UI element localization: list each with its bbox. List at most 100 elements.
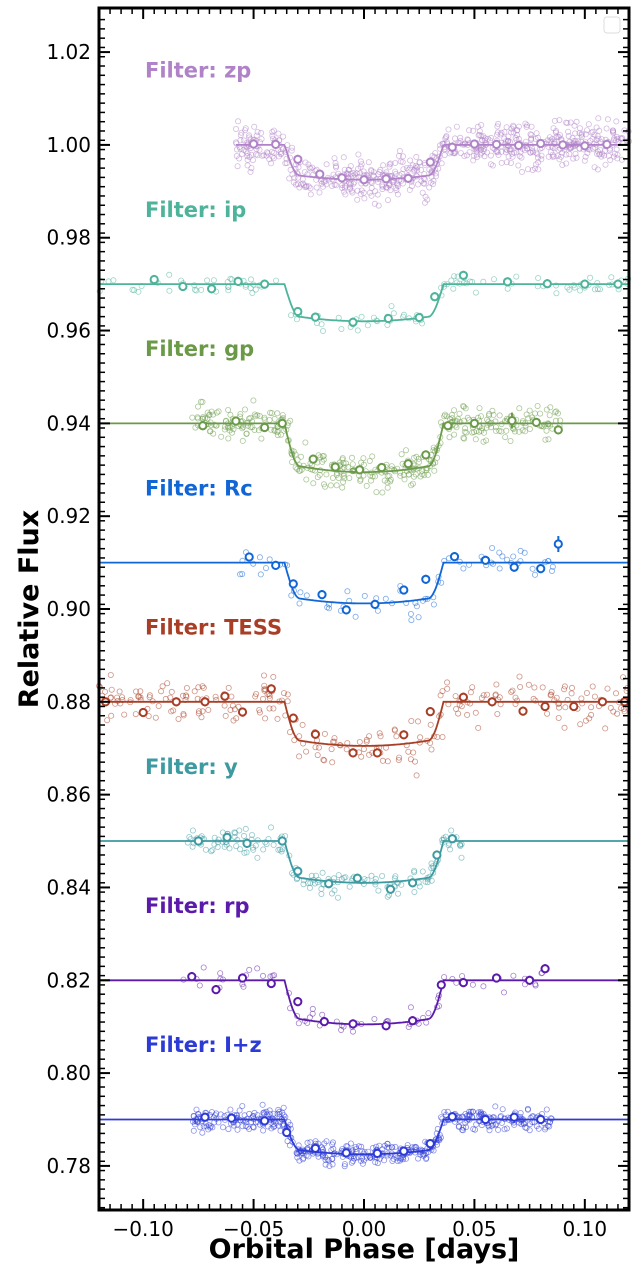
raw-point	[523, 411, 530, 418]
binned-point	[536, 138, 546, 149]
raw-point	[503, 556, 510, 563]
raw-point	[413, 153, 420, 160]
raw-point	[504, 285, 511, 292]
raw-point	[299, 721, 306, 728]
raw-point	[567, 119, 574, 126]
raw-point	[438, 579, 445, 586]
binned-point	[226, 1113, 237, 1123]
raw-point	[443, 413, 450, 420]
binned-point	[540, 964, 550, 974]
raw-point	[545, 436, 552, 443]
raw-point	[315, 1153, 322, 1160]
raw-point	[164, 680, 171, 687]
series-filter-gp	[99, 397, 629, 496]
raw-point	[527, 1114, 534, 1121]
raw-point	[256, 146, 263, 153]
raw-point	[135, 288, 142, 295]
raw-point	[487, 152, 494, 159]
x-tick-label: 0.10	[563, 1217, 608, 1241]
raw-point	[413, 772, 420, 779]
raw-point	[572, 130, 579, 137]
raw-point	[458, 703, 465, 710]
raw-point	[494, 711, 501, 718]
raw-point	[443, 133, 450, 140]
raw-point	[331, 155, 338, 162]
raw-point	[145, 713, 152, 720]
raw-point	[413, 1144, 420, 1151]
raw-point	[217, 975, 224, 982]
raw-point	[271, 426, 278, 433]
raw-point	[252, 286, 259, 293]
binned-point	[341, 1148, 351, 1158]
raw-point	[416, 883, 423, 890]
raw-point	[384, 321, 391, 328]
raw-point	[553, 408, 560, 415]
raw-point	[204, 277, 211, 284]
raw-point	[547, 1115, 554, 1122]
raw-point	[593, 124, 600, 131]
raw-point	[577, 721, 584, 728]
raw-point	[239, 1103, 246, 1110]
raw-point	[379, 757, 386, 764]
filter-label: Filter: TESS	[145, 616, 282, 640]
raw-point	[246, 132, 253, 139]
raw-point	[394, 183, 401, 190]
model-line	[99, 840, 629, 884]
raw-point	[503, 427, 510, 434]
raw-point	[294, 180, 301, 187]
model-line	[99, 422, 629, 473]
raw-point	[444, 685, 451, 692]
raw-point	[370, 172, 377, 179]
raw-point	[231, 829, 238, 836]
binned-point	[480, 1114, 491, 1125]
raw-point	[233, 843, 240, 850]
raw-point	[323, 181, 330, 188]
raw-point	[408, 718, 415, 725]
raw-point	[251, 411, 258, 418]
raw-point	[401, 476, 408, 483]
raw-point	[412, 471, 419, 478]
raw-point	[199, 683, 206, 690]
raw-point	[280, 690, 287, 697]
raw-point	[311, 880, 318, 887]
raw-point	[405, 748, 412, 755]
raw-point	[437, 419, 444, 426]
binned-point	[377, 462, 387, 473]
raw-point	[318, 891, 325, 898]
raw-point	[510, 122, 517, 129]
raw-point	[248, 1115, 255, 1122]
raw-point	[315, 744, 322, 751]
raw-point	[348, 1159, 355, 1166]
raw-point	[395, 757, 402, 764]
raw-point	[492, 692, 499, 699]
raw-point	[480, 692, 487, 699]
raw-point	[197, 1124, 204, 1131]
raw-point	[450, 285, 457, 292]
y-tick-label: 0.96	[46, 319, 91, 343]
binned-point	[317, 590, 327, 600]
binned-point	[211, 985, 221, 995]
x-axis-title: Orbital Phase [days]	[209, 1234, 520, 1265]
raw-point	[314, 752, 321, 759]
raw-point	[476, 405, 483, 412]
raw-point	[339, 455, 346, 462]
raw-point	[381, 1142, 388, 1149]
raw-point	[545, 558, 552, 565]
raw-point	[190, 1127, 197, 1134]
raw-point	[371, 200, 378, 207]
raw-point	[494, 149, 501, 156]
raw-point	[305, 1153, 312, 1160]
raw-point	[584, 127, 591, 134]
raw-point	[360, 461, 367, 468]
raw-point	[458, 854, 465, 861]
raw-point	[537, 410, 544, 417]
binned-point	[319, 1017, 329, 1027]
binned-point	[260, 279, 270, 289]
raw-point	[525, 166, 532, 173]
raw-point	[566, 151, 573, 158]
raw-point	[409, 162, 416, 169]
raw-point	[263, 1108, 270, 1115]
raw-point	[266, 156, 273, 163]
raw-point	[232, 126, 239, 133]
raw-point	[510, 553, 517, 560]
